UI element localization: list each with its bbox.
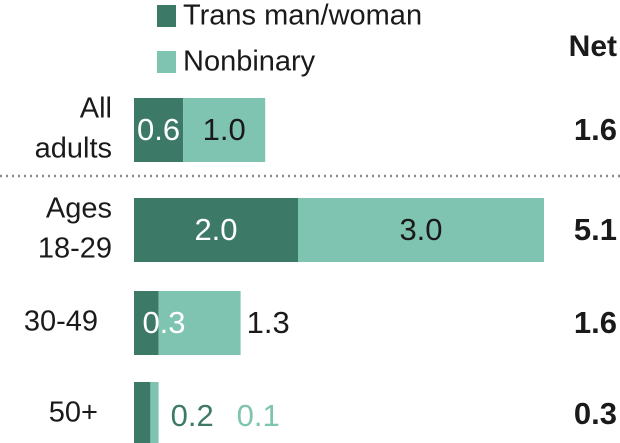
net-value: 1.6 bbox=[574, 112, 617, 147]
net-value: 0.3 bbox=[574, 396, 617, 431]
category-label: Ages bbox=[46, 193, 112, 225]
data-label-nonbinary: 1.0 bbox=[203, 112, 246, 147]
net-header: Net bbox=[569, 30, 617, 63]
data-label-trans: 0.6 bbox=[137, 112, 180, 147]
bar-nonbinary bbox=[183, 98, 266, 162]
legend-label: Trans man/woman bbox=[183, 0, 422, 32]
data-label-nonbinary: 0.1 bbox=[237, 398, 280, 433]
legend-swatch bbox=[157, 5, 176, 27]
legend-swatch bbox=[157, 51, 176, 73]
data-label-nonbinary: 1.3 bbox=[247, 305, 290, 340]
bar-nonbinary bbox=[150, 382, 159, 443]
data-label-trans: 0.3 bbox=[142, 305, 185, 340]
net-value: 1.6 bbox=[574, 305, 617, 340]
data-label-nonbinary: 3.0 bbox=[399, 212, 442, 247]
category-label: All bbox=[80, 93, 112, 125]
category-label: 50+ bbox=[49, 397, 98, 429]
bar-nonbinary bbox=[298, 198, 544, 262]
bar-nonbinary bbox=[158, 291, 241, 355]
legend-label: Nonbinary bbox=[183, 46, 316, 78]
data-label-trans: 0.2 bbox=[171, 398, 214, 433]
bar-trans bbox=[134, 291, 159, 355]
bar-trans bbox=[134, 198, 298, 262]
category-label: 18-29 bbox=[38, 233, 112, 265]
bar-trans bbox=[134, 98, 184, 162]
data-label-trans: 2.0 bbox=[194, 212, 237, 247]
net-value: 5.1 bbox=[574, 212, 617, 247]
bar-trans bbox=[134, 382, 151, 443]
category-label: 30-49 bbox=[24, 306, 98, 338]
category-label: adults bbox=[35, 133, 112, 165]
